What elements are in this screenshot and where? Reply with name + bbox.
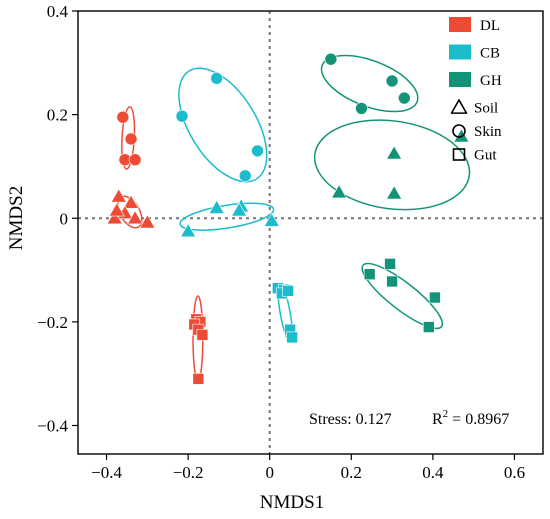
point-dl-soil <box>127 210 143 225</box>
point-gh-skin <box>385 74 399 88</box>
point-dl-skin <box>124 132 138 146</box>
y-tick-label: 0.2 <box>47 106 68 125</box>
point-cb-soil <box>180 223 196 238</box>
point-dl-gut <box>196 329 209 341</box>
point-gh-soil <box>331 184 347 199</box>
legend: DL CB GH Soil Skin Gut <box>449 17 502 164</box>
point-cb-gut <box>286 331 298 344</box>
point-cb-soil <box>208 200 225 214</box>
point-dl-soil <box>110 188 127 203</box>
x-axis-title: NMDS1 <box>260 492 324 513</box>
point-gh-skin <box>398 91 411 105</box>
point-layer <box>106 52 470 385</box>
point-cb-skin <box>238 169 252 183</box>
legend-label-dl: DL <box>480 18 500 34</box>
ellipse-gh-soil <box>313 119 471 211</box>
point-gh-skin <box>324 52 338 66</box>
legend-triangle-icon <box>450 99 468 114</box>
point-cb-skin <box>175 109 189 123</box>
point-cb-skin <box>210 72 223 85</box>
ellipse-cb-skin <box>178 67 268 183</box>
point-gh-soil <box>386 145 402 160</box>
legend-label-cb: CB <box>480 46 500 62</box>
point-dl-gut <box>192 373 205 385</box>
r-squared-exponent: 2 <box>443 408 449 420</box>
point-cb-gut <box>282 284 294 297</box>
stress-label: Stress: 0.127 <box>309 411 392 428</box>
r-squared-value: = 0.8967 <box>448 411 509 428</box>
point-gh-gut <box>384 258 396 270</box>
point-dl-skin <box>128 153 142 167</box>
point-gh-gut <box>429 291 441 304</box>
legend-label-gut: Gut <box>474 148 497 164</box>
point-gh-gut <box>422 321 435 333</box>
point-dl-soil <box>123 194 139 209</box>
point-cb-skin <box>251 144 264 158</box>
point-dl-skin <box>116 110 130 124</box>
reference-lines <box>78 11 543 454</box>
point-dl-soil <box>108 202 125 217</box>
point-gh-skin <box>355 102 368 115</box>
y-tick-label: −0.4 <box>37 417 68 436</box>
x-tick-label: 0.6 <box>504 463 525 482</box>
axes: −0.4 −0.2 0 0.2 0.4 0.6 −0.4 −0.2 0 0.2 0.4 <box>37 2 525 482</box>
legend-circle-icon <box>452 124 466 138</box>
legend-label-skin: Skin <box>474 124 502 140</box>
plot-frame <box>77 10 544 455</box>
y-axis-title: NMDS2 <box>6 186 27 250</box>
legend-swatch-cb <box>449 44 471 60</box>
point-dl-soil <box>106 210 123 225</box>
x-tick-label: 0.4 <box>422 463 444 482</box>
legend-label-soil: Soil <box>474 101 498 117</box>
r-squared-symbol: R <box>432 411 443 428</box>
legend-square-icon <box>452 148 466 161</box>
point-dl-soil <box>139 214 156 229</box>
x-tick-label: −0.4 <box>91 463 122 482</box>
x-tick-label: 0.2 <box>341 463 362 482</box>
y-tick-label: 0 <box>60 209 69 228</box>
point-cb-soil <box>231 202 247 217</box>
point-cb-soil <box>263 213 280 227</box>
legend-swatch-dl <box>449 17 471 32</box>
point-gh-gut <box>386 275 398 288</box>
point-gh-gut <box>363 268 376 281</box>
legend-label-gh: GH <box>480 73 502 89</box>
y-tick-label: 0.4 <box>47 2 69 21</box>
legend-swatch-gh <box>449 72 471 87</box>
x-tick-label: 0 <box>265 463 274 482</box>
r-squared-label: R2 = 0.8967 <box>432 408 509 428</box>
x-tick-label: −0.2 <box>173 463 204 482</box>
ellipse-cb-soil <box>179 202 275 231</box>
point-gh-soil <box>453 128 470 143</box>
ellipse-gh-gut <box>361 262 444 330</box>
y-tick-label: −0.2 <box>37 313 68 332</box>
point-gh-soil <box>386 185 402 200</box>
